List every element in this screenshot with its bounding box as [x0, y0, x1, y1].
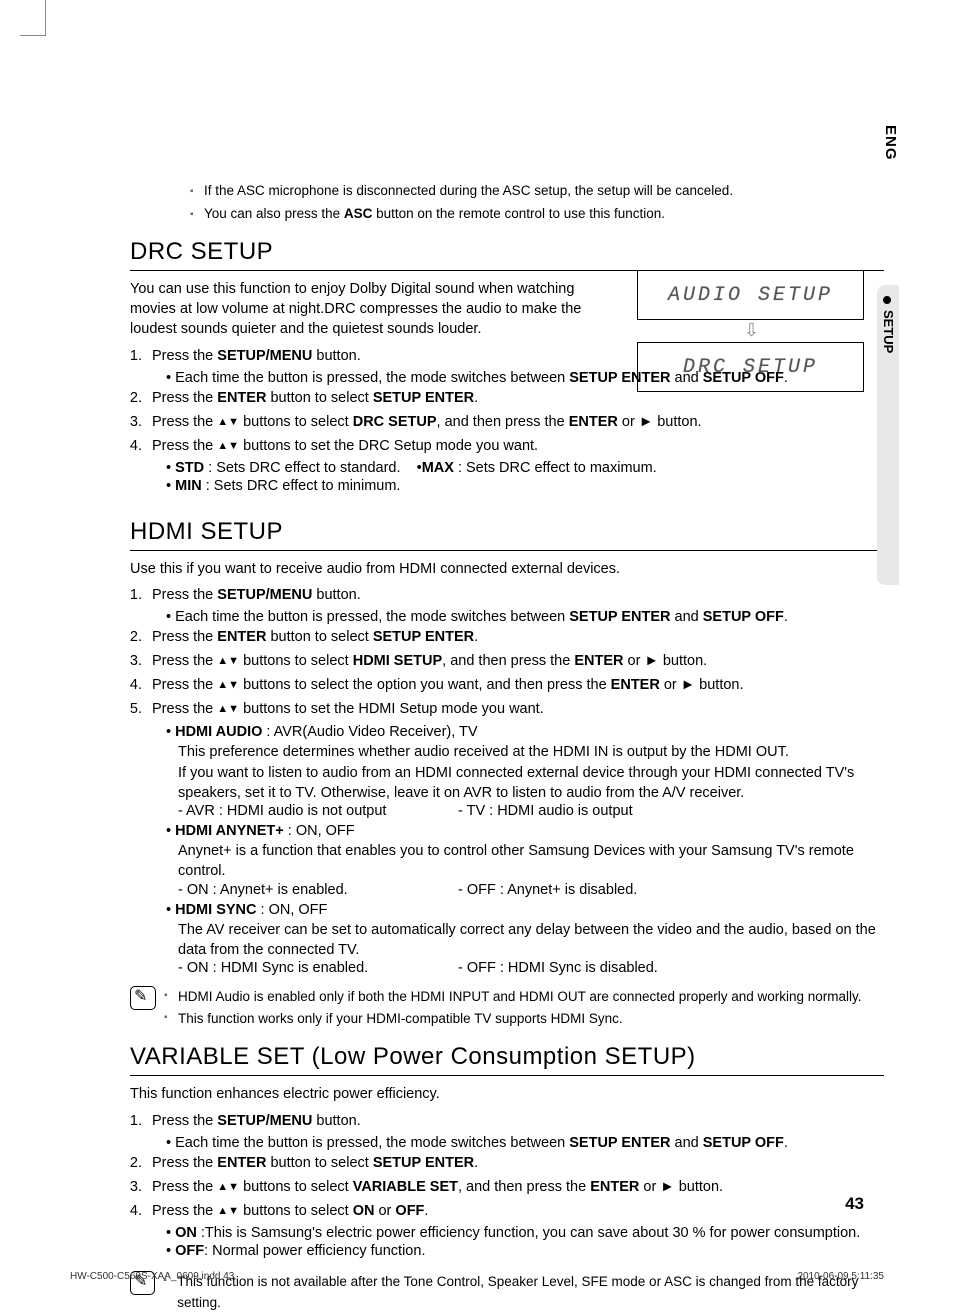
note-item: If the ASC microphone is disconnected du… — [190, 180, 884, 203]
hdmi-audio-body: This preference determines whether audio… — [178, 742, 884, 803]
step: Press the SETUP/MENU button. — [146, 1111, 884, 1132]
drc-heading: DRC SETUP — [130, 238, 884, 266]
hdmi-anynet-opt-l: - ON : Anynet+ is enabled. — [178, 882, 458, 898]
hdmi-audio-opt-l: - AVR : HDMI audio is not output — [178, 803, 458, 819]
variable-heading: VARIABLE SET (Low Power Consumption SETU… — [130, 1043, 884, 1071]
footer-left: HW-C500-C560S-XAA_0609.indd 43 — [70, 1271, 234, 1282]
step: Press the ENTER button to select SETUP E… — [146, 1153, 884, 1174]
hdmi-sync-head: • HDMI SYNC : ON, OFF — [166, 902, 884, 918]
drc-options2: • MIN : Sets DRC effect to minimum. — [166, 478, 884, 494]
step-sub: • Each time the button is pressed, the m… — [166, 609, 884, 625]
hdmi-steps: Press the SETUP/MENU button. — [130, 585, 884, 606]
crop-mark — [20, 0, 46, 36]
section-tab: SETUP — [881, 310, 896, 353]
page: ENG SETUP If the ASC microphone is disco… — [0, 0, 954, 1312]
rule — [130, 550, 884, 551]
step: Press the ▲▼ buttons to select DRC SETUP… — [146, 412, 884, 433]
variable-intro: This function enhances electric power ef… — [130, 1084, 884, 1104]
section-tab-dot — [883, 296, 891, 304]
step: Press the ▲▼ buttons to set the DRC Setu… — [146, 436, 884, 457]
variable-on: • ON :This is Samsung's electric power e… — [166, 1225, 884, 1241]
lcd-arrow-down-icon: ⇩ — [744, 320, 759, 341]
drc-options: • STD : Sets DRC effect to standard. •MA… — [166, 460, 884, 476]
variable-off: • OFF: Normal power efficiency function. — [166, 1243, 884, 1259]
hdmi-anynet-opt-r: - OFF : Anynet+ is disabled. — [458, 882, 637, 898]
footer-right: 2010-06-09 5:11:35 — [797, 1271, 884, 1282]
page-number: 43 — [845, 1194, 864, 1214]
hdmi-audio-head: • HDMI AUDIO : AVR(Audio Video Receiver)… — [166, 724, 884, 740]
hdmi-intro: Use this if you want to receive audio fr… — [130, 559, 884, 579]
lcd-display-1: AUDIO SETUP — [637, 270, 864, 320]
variable-steps: Press the SETUP/MENU button. — [130, 1111, 884, 1132]
variable-steps-cont: Press the ENTER button to select SETUP E… — [130, 1153, 884, 1222]
step: Press the ENTER button to select SETUP E… — [146, 627, 884, 648]
note-item: This function works only if your HDMI-co… — [164, 1008, 862, 1030]
hdmi-notes: HDMI Audio is enabled only if both the H… — [130, 986, 884, 1029]
hdmi-audio-opt-r: - TV : HDMI audio is output — [458, 803, 633, 819]
step: Press the SETUP/MENU button. — [146, 585, 884, 606]
step: Press the ▲▼ buttons to select ON or OFF… — [146, 1201, 884, 1222]
top-notes: If the ASC microphone is disconnected du… — [190, 180, 884, 226]
step: Press the ▲▼ buttons to select VARIABLE … — [146, 1177, 884, 1198]
hdmi-anynet-body: Anynet+ is a function that enables you t… — [178, 841, 884, 882]
hdmi-sync-opt-r: - OFF : HDMI Sync is disabled. — [458, 960, 658, 976]
language-tab: ENG — [882, 125, 899, 161]
step-sub: • Each time the button is pressed, the m… — [166, 1135, 884, 1151]
footer: HW-C500-C560S-XAA_0609.indd 43 2010-06-0… — [70, 1271, 884, 1282]
rule — [130, 1075, 884, 1076]
step: Press the ▲▼ buttons to select the optio… — [146, 675, 884, 696]
note-item: HDMI Audio is enabled only if both the H… — [164, 986, 862, 1008]
note-item: You can also press the ASC button on the… — [190, 203, 884, 226]
step: Press the ▲▼ buttons to set the HDMI Set… — [146, 699, 884, 720]
hdmi-steps-cont: Press the ENTER button to select SETUP E… — [130, 627, 884, 720]
drc-intro: You can use this function to enjoy Dolby… — [130, 279, 600, 340]
hdmi-anynet-head: • HDMI ANYNET+ : ON, OFF — [166, 823, 884, 839]
note-icon — [130, 986, 156, 1010]
step: Press the ▲▼ buttons to select HDMI SETU… — [146, 651, 884, 672]
drc-steps-cont: Press the ENTER button to select SETUP E… — [130, 388, 884, 457]
hdmi-heading: HDMI SETUP — [130, 518, 884, 546]
lcd-display-2: DRC SETUP — [637, 342, 864, 392]
hdmi-sync-opt-l: - ON : HDMI Sync is enabled. — [178, 960, 458, 976]
hdmi-sync-body: The AV receiver can be set to automatica… — [178, 920, 884, 961]
